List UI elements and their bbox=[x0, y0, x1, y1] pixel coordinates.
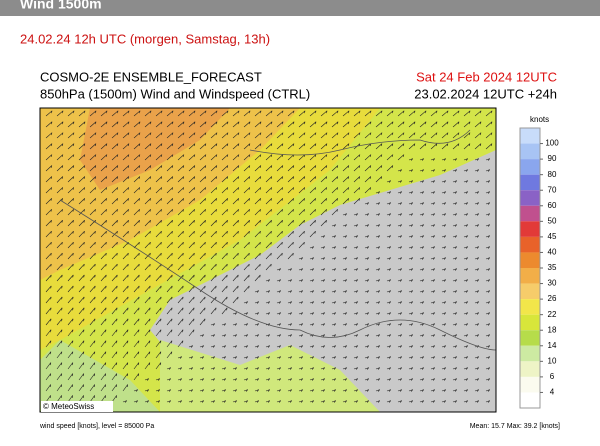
map-subtitle: 850hPa (1500m) Wind and Windspeed (CTRL) bbox=[40, 86, 310, 101]
legend-label: 60 bbox=[548, 201, 557, 210]
legend-unit: knots bbox=[530, 115, 549, 124]
legend-swatch bbox=[520, 221, 540, 237]
legend-swatch bbox=[520, 299, 540, 315]
legend-label: 40 bbox=[548, 248, 557, 257]
page-subtitle: 24.02.24 12h UTC (morgen, Samstag, 13h) bbox=[20, 31, 270, 46]
footer-left: wind speed [knots], level = 85000 Pa bbox=[39, 423, 154, 430]
run-time: 23.02.2024 12UTC +24h bbox=[414, 86, 557, 101]
legend-label: 70 bbox=[548, 185, 557, 194]
legend-swatch bbox=[520, 284, 540, 300]
legend-label: 30 bbox=[548, 279, 557, 288]
footer-right: Mean: 15.7 Max: 39.2 [knots] bbox=[470, 423, 560, 430]
legend-label: 10 bbox=[548, 356, 557, 365]
legend-label: 50 bbox=[548, 216, 557, 225]
legend-swatch bbox=[520, 237, 540, 253]
legend-label: 4 bbox=[550, 388, 555, 397]
legend-swatch bbox=[520, 190, 540, 206]
legend-label: 35 bbox=[548, 263, 557, 272]
legend-swatch bbox=[520, 252, 540, 268]
legend-label: 45 bbox=[548, 232, 557, 241]
legend-swatch bbox=[520, 315, 540, 331]
legend-swatch bbox=[520, 392, 540, 408]
legend-swatch bbox=[520, 206, 540, 222]
legend-swatch bbox=[520, 128, 540, 144]
legend-swatch bbox=[520, 330, 540, 346]
legend-label: 90 bbox=[548, 154, 557, 163]
credit: © MeteoSwiss bbox=[43, 402, 94, 411]
legend: 100 90 80 70 60 50 45 40 35 30 26 22 18 14 10 6 4 bbox=[520, 128, 559, 408]
legend-swatch bbox=[520, 144, 540, 160]
legend-swatch bbox=[520, 377, 540, 393]
legend-label: 100 bbox=[545, 139, 559, 148]
legend-label: 22 bbox=[548, 310, 557, 319]
legend-swatch bbox=[520, 175, 540, 191]
map: © MeteoSwiss bbox=[40, 108, 496, 412]
page-title: Wind 1500m bbox=[20, 0, 102, 12]
legend-label: 6 bbox=[550, 372, 555, 381]
legend-swatch bbox=[520, 361, 540, 377]
legend-label: 18 bbox=[548, 325, 557, 334]
map-title: COSMO-2E ENSEMBLE_FORECAST bbox=[40, 69, 262, 84]
legend-swatch bbox=[520, 159, 540, 175]
valid-time: Sat 24 Feb 2024 12UTC bbox=[416, 69, 557, 84]
legend-label: 80 bbox=[548, 170, 557, 179]
legend-swatch bbox=[520, 346, 540, 362]
legend-label: 26 bbox=[548, 294, 557, 303]
legend-label: 14 bbox=[548, 341, 557, 350]
legend-swatch bbox=[520, 268, 540, 284]
